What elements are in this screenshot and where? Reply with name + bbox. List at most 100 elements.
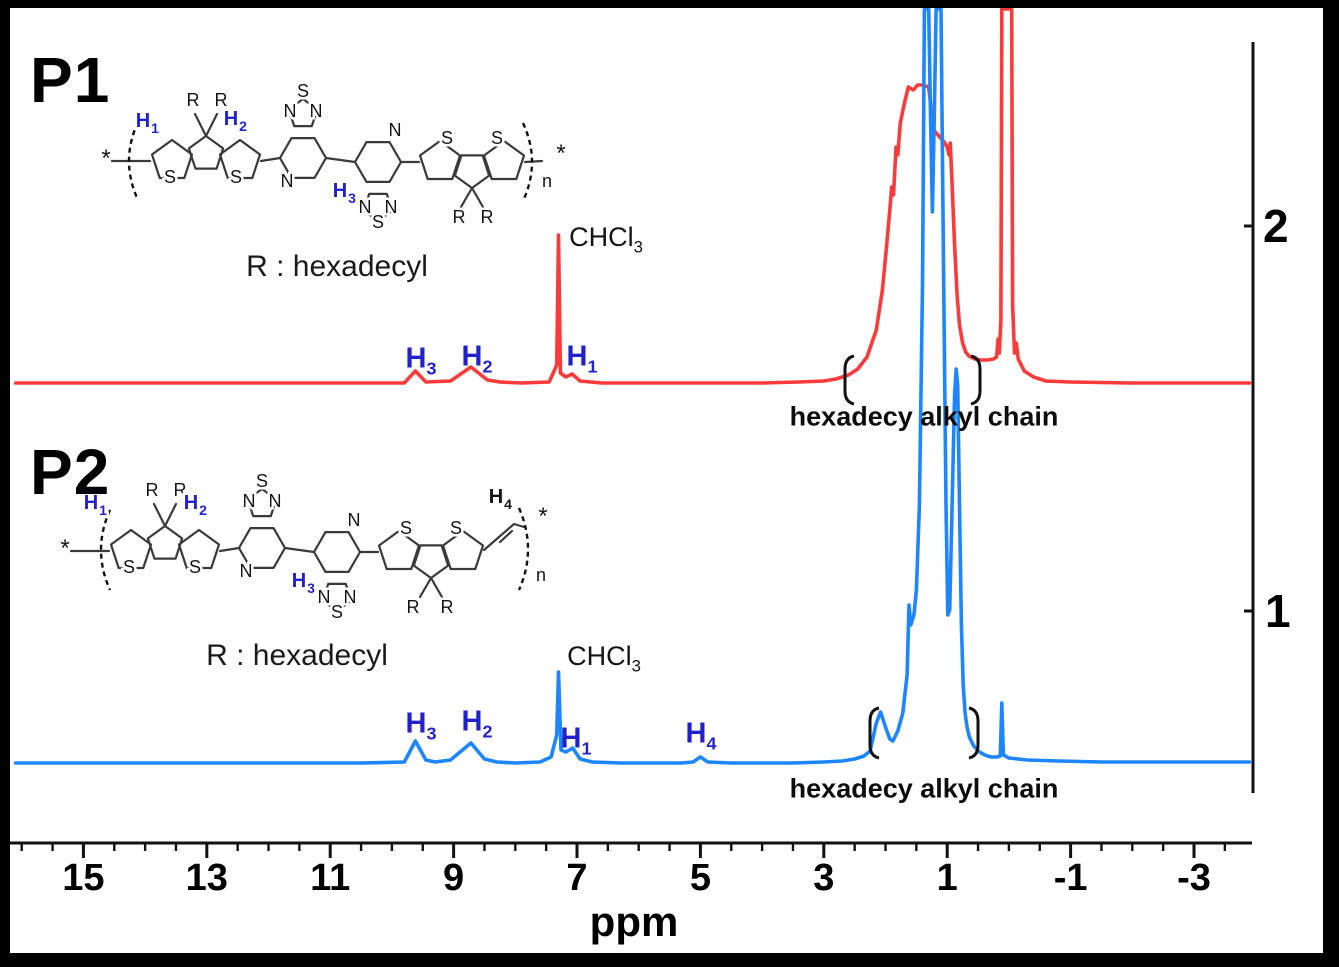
bracket-close-p2 xyxy=(968,706,980,760)
r-group-label: R xyxy=(441,597,454,617)
structure-ring-p2 xyxy=(377,529,421,571)
peak-label-h1-p2: H1 xyxy=(560,722,592,759)
structure-bond-p2 xyxy=(497,522,516,539)
peak-label-chcl3-p1: CHCl3 xyxy=(569,221,643,257)
structure-bond-p1 xyxy=(324,156,357,164)
p2-r-group-note: R : hexadecyl xyxy=(206,639,388,672)
structure-bond-p1 xyxy=(459,186,474,209)
atom-label-n: N xyxy=(348,510,361,530)
atom-label-n: N xyxy=(284,101,297,121)
peak-label-subscript: 4 xyxy=(706,733,717,754)
x-tick-label-7: 7 xyxy=(566,857,588,899)
structure-h-subscript-p2: 2 xyxy=(199,502,207,518)
atom-label-n: N xyxy=(359,197,372,217)
structure-ring-p2 xyxy=(177,528,221,570)
atom-label-n: N xyxy=(281,171,294,191)
peak-label-subscript: 3 xyxy=(633,237,643,257)
structure-bond-p1 xyxy=(204,112,219,138)
atom-label-s: S xyxy=(256,471,268,491)
atom-label-n: N xyxy=(385,197,398,217)
peak-label-subscript: 1 xyxy=(581,738,592,759)
structure-h-label-p1: H xyxy=(136,110,150,132)
atom-label-n: N xyxy=(240,561,253,581)
structure-bond-p2 xyxy=(163,502,178,528)
atom-label-s: S xyxy=(441,128,453,148)
structure-ring-p2 xyxy=(146,524,184,560)
structure-ring-p2 xyxy=(109,528,153,570)
peak-label-base: H xyxy=(685,717,707,750)
spectrum-trace-p2 xyxy=(13,7,1252,765)
peak-label-subscript: 3 xyxy=(426,358,437,379)
structure-ring-p1 xyxy=(362,192,394,223)
r-group-label: R xyxy=(407,597,420,617)
structure-ring-p1 xyxy=(287,97,319,128)
peak-label-base: H xyxy=(461,705,483,738)
r-group-label: R xyxy=(187,90,200,110)
structure-h-label-p2: H xyxy=(489,486,503,508)
p1-alkyl-chain-annotation: hexadecy alkyl chain xyxy=(789,401,1059,432)
structure-bond-p1 xyxy=(259,156,282,163)
polymer-endcap-asterisk: * xyxy=(101,145,110,172)
atom-label-s: S xyxy=(400,518,412,538)
x-tick-label-13: 13 xyxy=(185,857,228,899)
peak-label-h4-p2: H4 xyxy=(685,717,717,754)
structure-ring-p2 xyxy=(312,530,362,574)
atom-label-s: S xyxy=(297,81,309,101)
atom-label-s: S xyxy=(491,128,503,148)
structure-bond-p2 xyxy=(512,522,526,529)
structure-ring-p2 xyxy=(441,529,485,571)
peak-label-subscript: 3 xyxy=(631,656,641,676)
structure-ring-p1 xyxy=(482,139,526,181)
peak-label-subscript: 1 xyxy=(587,356,598,377)
structure-h-subscript-p2: 3 xyxy=(307,580,315,596)
structure-ring-p2 xyxy=(321,582,353,613)
r-group-label: R xyxy=(453,207,466,227)
peak-label-base: CHCl xyxy=(567,640,632,671)
structure-bond-p1 xyxy=(523,159,544,164)
peak-label-subscript: 2 xyxy=(482,721,493,742)
peak-label-base: H xyxy=(560,722,582,755)
atom-label-s: S xyxy=(123,557,135,577)
structure-ring-p1 xyxy=(218,138,262,180)
structure-bond-p2 xyxy=(498,529,514,544)
atom-label-s: S xyxy=(189,557,201,577)
structure-ring-p1 xyxy=(418,139,462,181)
peak-label-subscript: 3 xyxy=(426,723,437,744)
r-group-label: R xyxy=(174,480,187,500)
structure-paren-p1 xyxy=(127,121,140,201)
right-axis-label-2: 2 xyxy=(1263,200,1289,252)
structure-h-subscript-p1: 2 xyxy=(239,118,247,134)
structure-bond-p2 xyxy=(218,546,241,553)
x-tick-label-1: 1 xyxy=(936,857,958,899)
bracket-close-p1 xyxy=(970,354,982,406)
x-tick-label-9: 9 xyxy=(443,857,465,899)
structure-ring-p2 xyxy=(412,544,450,580)
peak-label-base: CHCl xyxy=(569,221,634,252)
polymer-p2-title: P2 xyxy=(30,436,111,508)
peak-label-base: H xyxy=(461,340,483,373)
structure-h-label-p1: H xyxy=(333,180,347,202)
right-axis-label-1: 1 xyxy=(1265,585,1291,637)
structure-bond-p2 xyxy=(429,576,444,599)
atom-label-n: N xyxy=(310,101,323,121)
structure-bond-p2 xyxy=(418,576,433,599)
peak-label-h2-p1: H2 xyxy=(461,340,493,375)
structure-h-label-p2: H xyxy=(292,570,306,592)
bracket-open-p1 xyxy=(843,354,855,406)
bracket-open-p2 xyxy=(868,706,880,760)
structure-paren-p1 xyxy=(521,122,534,202)
atom-label-n: N xyxy=(389,120,402,140)
x-tick-label--3: -3 xyxy=(1177,857,1211,899)
atom-label-s: S xyxy=(450,518,462,538)
polymer-endcap-asterisk: * xyxy=(538,503,547,530)
structure-ring-p1 xyxy=(150,138,194,180)
peak-label-h1-p1: H1 xyxy=(567,342,598,377)
peak-label-h3-p2: H3 xyxy=(406,709,437,744)
structure-paren-p2 xyxy=(99,509,112,591)
atom-label-s: S xyxy=(230,167,242,187)
x-tick-label--1: -1 xyxy=(1053,857,1088,899)
polymer-endcap-asterisk: * xyxy=(60,535,69,562)
peak-label-base: H xyxy=(405,342,427,375)
